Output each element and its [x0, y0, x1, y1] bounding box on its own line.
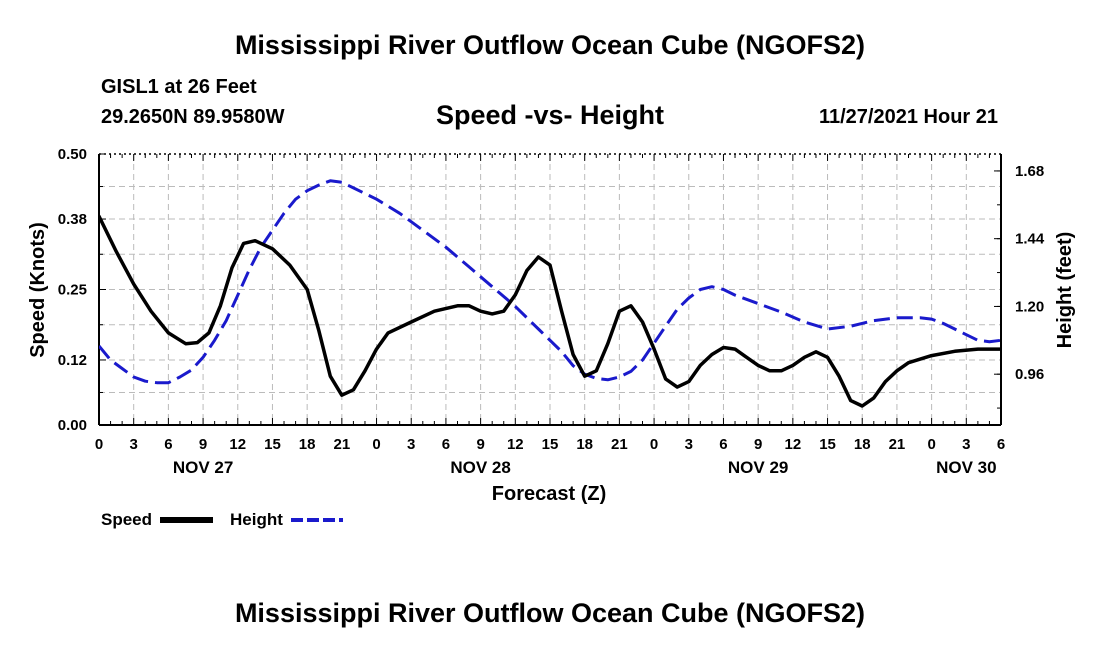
- x-tick-label: 0: [95, 436, 103, 453]
- y-tick-label: 0.00: [58, 417, 87, 434]
- forecast-datetime: 11/27/2021 Hour 21: [818, 106, 998, 128]
- axis-tick-labels: 0 3 6 9 12 15 18 21 0 3 6 9 12 15 18 21 0 3 6 9 12 15 18 21 0 3 6N…: [58, 146, 1045, 477]
- x-tick-label: 12: [785, 436, 802, 453]
- x-tick-label: 9: [199, 436, 207, 453]
- height-series-line: [99, 179, 1001, 385]
- y-tick-label: 0.12: [58, 352, 87, 369]
- x-tick-label: 3: [962, 436, 970, 453]
- x-tick-label: 18: [576, 436, 593, 453]
- chart-main-title: Mississippi River Outflow Ocean Cube (NG…: [234, 30, 866, 60]
- y2-tick-label: 0.96: [1015, 366, 1044, 383]
- x-date-label: NOV 27: [173, 458, 233, 477]
- x-tick-label: 18: [854, 436, 871, 453]
- x-date-label: NOV 30: [936, 458, 996, 477]
- x-tick-label: 12: [507, 436, 524, 453]
- x-tick-label: 6: [997, 436, 1005, 453]
- x-axis-title: Forecast (Z): [492, 483, 606, 505]
- y-axis-title: Speed (Knots): [27, 222, 49, 358]
- legend-height-label: Height: [230, 510, 283, 529]
- x-tick-label: 3: [685, 436, 693, 453]
- x-tick-label: 0: [927, 436, 935, 453]
- chart-subtitle: Speed -vs- Height: [435, 100, 665, 130]
- y-tick-label: 0.50: [58, 146, 87, 163]
- x-date-label: NOV 29: [728, 458, 788, 477]
- grid-lines: [99, 154, 1001, 425]
- x-tick-label: 21: [334, 436, 351, 453]
- x-tick-label: 6: [719, 436, 727, 453]
- x-tick-label: 3: [130, 436, 138, 453]
- axis-ticks: [98, 153, 1002, 426]
- x-tick-label: 15: [264, 436, 281, 453]
- x-tick-label: 9: [754, 436, 762, 453]
- x-date-label: NOV 28: [450, 458, 510, 477]
- y-tick-label: 0.38: [58, 211, 87, 228]
- x-tick-label: 9: [476, 436, 484, 453]
- station-coordinates: 29.2650N 89.9580W: [101, 106, 285, 128]
- x-tick-label: 0: [372, 436, 380, 453]
- series-lines: [99, 179, 1001, 408]
- y-tick-label: 0.25: [58, 282, 87, 299]
- x-tick-label: 15: [542, 436, 559, 453]
- station-label: GISL1 at 26 Feet: [101, 76, 257, 98]
- legend-speed-label: Speed: [101, 510, 152, 529]
- x-tick-label: 18: [299, 436, 316, 453]
- y2-tick-label: 1.44: [1015, 231, 1045, 248]
- x-tick-label: 6: [164, 436, 172, 453]
- x-tick-label: 15: [819, 436, 836, 453]
- x-tick-label: 0: [650, 436, 658, 453]
- y2-tick-label: 1.20: [1015, 298, 1044, 315]
- y2-axis-title: Height (feet): [1054, 232, 1076, 349]
- x-tick-label: 21: [889, 436, 906, 453]
- y2-tick-label: 1.68: [1015, 163, 1044, 180]
- repeated-title: Mississippi River Outflow Ocean Cube (NG…: [234, 598, 866, 628]
- x-tick-label: 6: [442, 436, 450, 453]
- x-tick-label: 3: [407, 436, 415, 453]
- speed-series-line: [99, 214, 1001, 408]
- x-tick-label: 21: [611, 436, 628, 453]
- x-tick-label: 12: [229, 436, 246, 453]
- legend: Speed Height: [101, 510, 343, 529]
